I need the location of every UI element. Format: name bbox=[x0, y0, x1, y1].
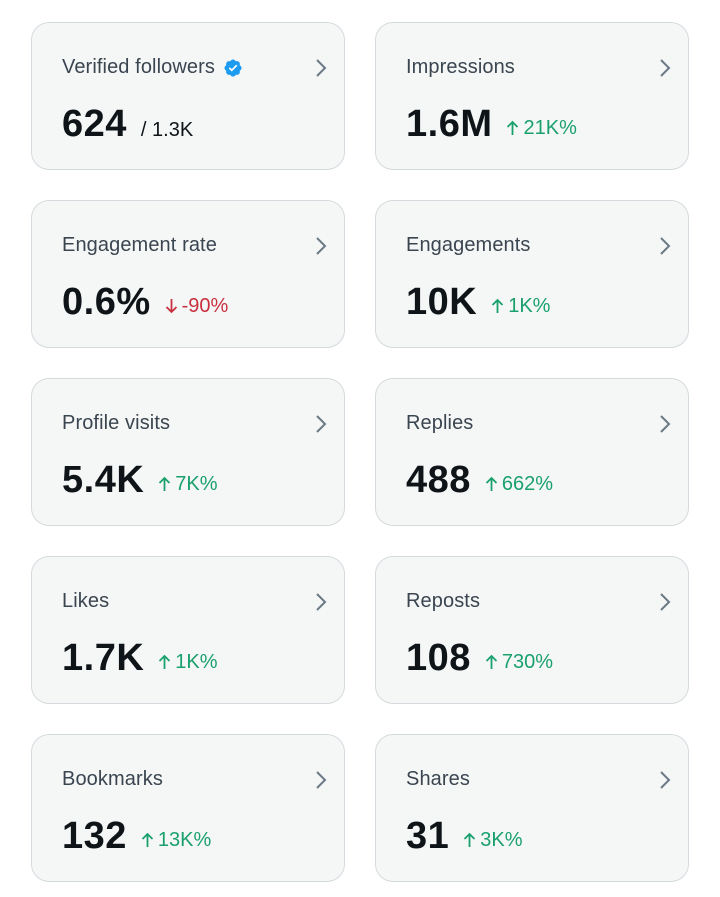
card-delta: 21K% bbox=[506, 116, 577, 140]
card-delta-value: 13K% bbox=[157, 828, 212, 851]
card-title: Impressions bbox=[406, 56, 515, 78]
card-title: Engagement rate bbox=[62, 234, 217, 256]
card-delta: 662% bbox=[485, 473, 553, 496]
arrow-up-icon bbox=[485, 654, 498, 669]
card-title: Shares bbox=[406, 768, 470, 790]
chevron-right-icon bbox=[316, 593, 327, 611]
card-delta: 1K% bbox=[491, 295, 550, 318]
arrow-up-icon bbox=[159, 476, 171, 491]
card-likes[interactable]: Likes 1.7K 1K% bbox=[31, 556, 345, 704]
chevron-right-icon bbox=[660, 237, 671, 255]
card-value-row: 132 13K% bbox=[62, 815, 211, 858]
card-title-row: Impressions bbox=[406, 56, 515, 79]
chevron-right-icon bbox=[660, 415, 671, 433]
card-value: 10K bbox=[406, 281, 478, 323]
card-delta: 7K% bbox=[158, 472, 218, 496]
card-title: Engagements bbox=[406, 234, 531, 256]
arrow-up-icon bbox=[492, 298, 504, 313]
card-reposts[interactable]: Reposts 108 730% bbox=[375, 556, 689, 704]
card-total: / 1.3K bbox=[140, 119, 194, 141]
card-title-row: Verified followers bbox=[62, 56, 243, 79]
card-value: 1.6M bbox=[406, 103, 493, 145]
arrow-down-icon bbox=[165, 299, 177, 314]
card-value: 132 bbox=[62, 815, 127, 857]
chevron-right-icon bbox=[316, 771, 327, 789]
arrow-up-icon bbox=[507, 120, 519, 135]
card-title: Profile visits bbox=[62, 412, 171, 434]
card-value: 624 bbox=[62, 103, 127, 145]
card-engagement-rate[interactable]: Engagement rate 0.6% -90% bbox=[31, 200, 345, 348]
card-value-row: 0.6% -90% bbox=[62, 281, 228, 324]
card-title: Replies bbox=[406, 412, 474, 434]
card-profile-visits[interactable]: Profile visits 5.4K 7K% bbox=[31, 378, 345, 526]
card-value-row: 5.4K 7K% bbox=[62, 459, 218, 502]
card-delta-value: 21K% bbox=[523, 116, 577, 139]
card-bookmarks[interactable]: Bookmarks 132 13K% bbox=[31, 734, 345, 882]
card-delta-value: 662% bbox=[501, 472, 554, 495]
arrow-up-icon bbox=[464, 832, 476, 847]
card-title: Likes bbox=[62, 590, 110, 612]
card-value-row: 10K 1K% bbox=[406, 281, 550, 324]
card-title-row: Shares bbox=[406, 768, 470, 791]
card-title-row: Bookmarks bbox=[62, 768, 163, 791]
card-delta: -90% bbox=[165, 294, 229, 318]
card-value-row: 31 3K% bbox=[406, 815, 523, 858]
chevron-right-icon bbox=[316, 237, 327, 255]
card-delta: 13K% bbox=[141, 829, 211, 852]
card-title-row: Reposts bbox=[406, 590, 480, 613]
card-value: 1.7K bbox=[62, 637, 145, 679]
card-title: Reposts bbox=[406, 590, 481, 612]
card-delta-value: 3K% bbox=[480, 828, 523, 851]
card-title-row: Replies bbox=[406, 412, 473, 435]
metrics-grid: Verified followers 624 / 1.3K Impression… bbox=[31, 22, 689, 882]
card-replies[interactable]: Replies 488 662% bbox=[375, 378, 689, 526]
card-title-row: Profile visits bbox=[62, 412, 170, 435]
card-value-row: 624 / 1.3K bbox=[62, 103, 193, 146]
arrow-up-icon bbox=[159, 654, 171, 669]
card-delta-value: 7K% bbox=[175, 472, 218, 495]
card-title-row: Likes bbox=[62, 590, 109, 613]
card-value-row: 1.6M 21K% bbox=[406, 103, 577, 146]
card-delta: 3K% bbox=[463, 828, 523, 852]
card-value: 5.4K bbox=[62, 459, 145, 501]
card-value: 108 bbox=[406, 637, 471, 679]
card-value: 31 bbox=[406, 815, 450, 857]
card-engagements[interactable]: Engagements 10K 1K% bbox=[375, 200, 689, 348]
chevron-right-icon bbox=[316, 415, 327, 433]
card-delta-value: 1K% bbox=[175, 650, 218, 673]
chevron-right-icon bbox=[660, 59, 671, 77]
card-value: 488 bbox=[406, 459, 471, 501]
card-value-row: 108 730% bbox=[406, 637, 553, 680]
card-value-row: 488 662% bbox=[406, 459, 553, 502]
card-title-row: Engagements bbox=[406, 234, 531, 257]
card-title: Verified followers bbox=[62, 56, 215, 78]
card-title-row: Engagement rate bbox=[62, 234, 217, 257]
arrow-up-icon bbox=[141, 832, 154, 847]
card-delta-value: 730% bbox=[501, 650, 554, 673]
chevron-right-icon bbox=[660, 593, 671, 611]
card-delta: 1K% bbox=[158, 650, 218, 674]
card-value: 0.6% bbox=[62, 281, 151, 323]
card-delta-value: 1K% bbox=[508, 294, 551, 317]
card-shares[interactable]: Shares 31 3K% bbox=[375, 734, 689, 882]
card-impressions[interactable]: Impressions 1.6M 21K% bbox=[375, 22, 689, 170]
chevron-right-icon bbox=[316, 59, 327, 77]
card-delta-value: -90% bbox=[181, 294, 229, 317]
card-title: Bookmarks bbox=[62, 768, 163, 790]
chevron-right-icon bbox=[660, 771, 671, 789]
verified-badge-icon bbox=[224, 58, 242, 77]
card-value-row: 1.7K 1K% bbox=[62, 637, 218, 680]
card-delta: 730% bbox=[485, 651, 553, 674]
arrow-up-icon bbox=[485, 476, 498, 491]
card-verified-followers[interactable]: Verified followers 624 / 1.3K bbox=[31, 22, 345, 170]
